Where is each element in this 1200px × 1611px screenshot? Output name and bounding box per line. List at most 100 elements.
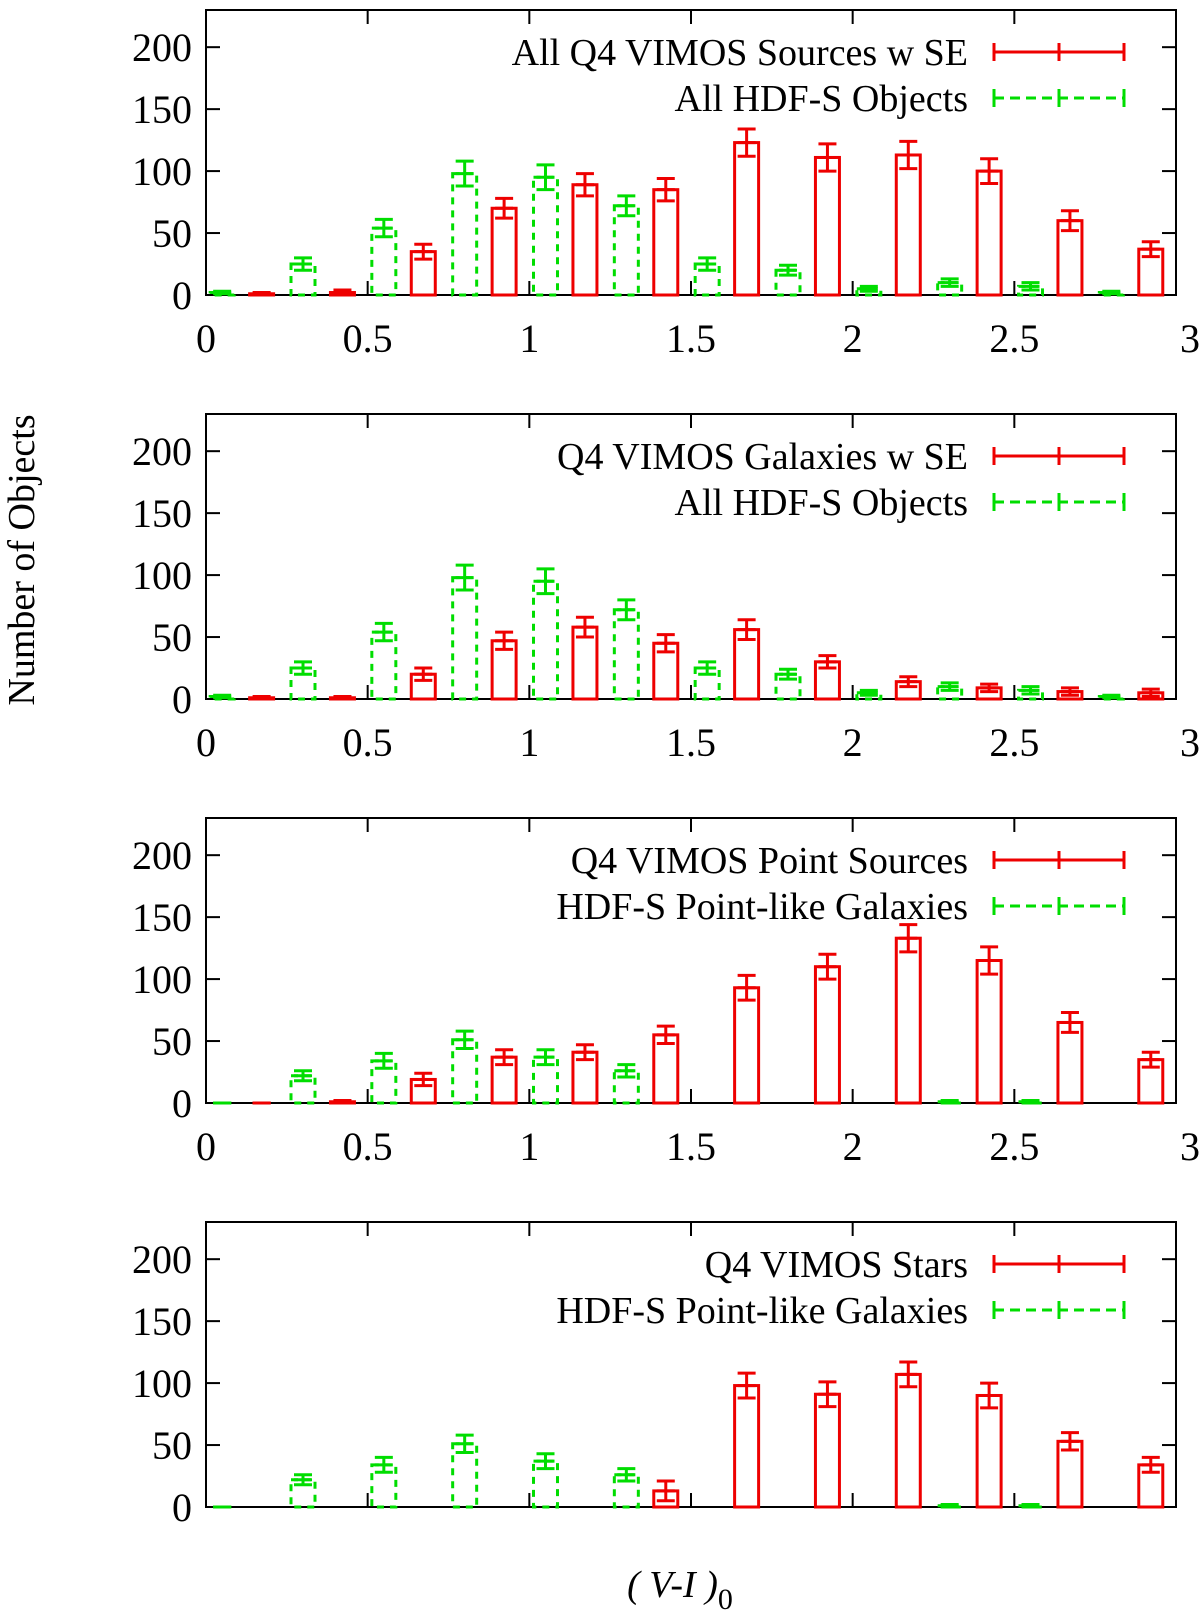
red-errorbar: [495, 630, 514, 651]
green-errorbar: [779, 667, 797, 681]
red-errorbar: [980, 1381, 999, 1410]
x-axis-label-main: ( V-I ): [627, 1564, 718, 1606]
green-errorbar: [455, 1029, 474, 1050]
legend-entry-label: All HDF-S Objects: [675, 482, 968, 524]
legend-entry-swatch: [992, 89, 1126, 107]
red-errorbar: [737, 973, 756, 1002]
red-bar: [894, 1372, 922, 1509]
legend-entry-swatch: [992, 493, 1126, 511]
red-bar: [975, 959, 1003, 1105]
legend-entry-label: Q4 VIMOS Point Sources: [571, 840, 968, 882]
green-bar: [693, 666, 721, 701]
legend-entry-swatch: [992, 43, 1126, 61]
legend-entry-swatch: [992, 447, 1126, 465]
x-tick-label: 0.5: [343, 1124, 393, 1169]
green-errorbar: [294, 256, 312, 272]
legend-entry-swatch: [992, 897, 1126, 915]
red-errorbar: [899, 139, 918, 171]
green-errorbar: [213, 289, 232, 296]
red-bar: [490, 206, 518, 297]
x-tick-label: 3: [1180, 720, 1200, 765]
green-errorbar: [455, 159, 474, 188]
green-errorbar: [455, 1433, 474, 1454]
red-errorbar: [737, 618, 756, 642]
red-errorbar: [1141, 240, 1160, 259]
green-bar: [370, 630, 398, 701]
green-bar: [208, 291, 236, 297]
green-errorbar: [940, 277, 959, 288]
red-errorbar: [818, 952, 837, 981]
x-tick-label: 2.5: [989, 720, 1039, 765]
green-bar: [451, 172, 479, 297]
green-bar: [936, 1100, 964, 1105]
green-errorbar: [940, 681, 959, 692]
green-errorbar: [617, 194, 636, 218]
x-tick-label: 1.5: [666, 720, 716, 765]
y-tick-label: 50: [152, 1423, 192, 1468]
x-tick-label: 0: [196, 720, 216, 765]
x-tick-label: 0: [196, 316, 216, 361]
y-tick-label: 200: [132, 429, 192, 474]
green-errorbar: [940, 1503, 959, 1509]
green-bar: [289, 262, 317, 297]
y-tick-label: 150: [132, 87, 192, 132]
red-errorbar: [575, 1043, 594, 1062]
legend-entry-swatch: [992, 1255, 1126, 1273]
red-errorbar: [656, 177, 675, 203]
y-tick-label: 150: [132, 491, 192, 536]
red-bar: [733, 986, 761, 1105]
red-errorbar: [899, 1360, 918, 1389]
green-errorbar: [698, 660, 717, 676]
red-bar: [1056, 1020, 1084, 1105]
legend-entry-label: Q4 VIMOS Stars: [705, 1244, 968, 1286]
y-tick-label: 50: [152, 211, 192, 256]
green-bar: [1017, 688, 1044, 701]
x-axis-label-subscript: 0: [718, 1583, 733, 1611]
x-tick-label: 2: [843, 1124, 863, 1169]
y-tick-label: 150: [132, 895, 192, 940]
y-tick-label: 50: [152, 1019, 192, 1064]
y-tick-label: 100: [132, 149, 192, 194]
x-tick-label: 1.5: [666, 316, 716, 361]
red-bar: [733, 141, 761, 297]
red-bar: [571, 183, 599, 297]
green-bar: [208, 695, 236, 701]
red-errorbar: [737, 127, 756, 158]
red-bar: [652, 188, 680, 297]
green-bar: [1017, 1504, 1044, 1509]
red-errorbar: [414, 1071, 433, 1088]
legend-entry-swatch: [992, 851, 1126, 869]
green-bar: [451, 576, 479, 701]
red-errorbar: [333, 288, 352, 297]
chart-panel-2: 0 50 100 150 200 0 0.5 1 1.5 2 2.5 3 Q4 VIMOS Galaxi…: [132, 413, 1200, 765]
green-errorbar: [374, 621, 393, 643]
red-errorbar: [1060, 686, 1079, 697]
legend-entry-label: HDF-S Point-like Galaxies: [556, 886, 968, 928]
red-bar: [733, 1384, 761, 1509]
green-errorbar: [1102, 289, 1121, 296]
green-errorbar: [1021, 1099, 1040, 1105]
red-bar: [652, 1033, 680, 1105]
green-bar: [612, 608, 640, 701]
x-tick-label: 0.5: [343, 316, 393, 361]
y-tick-label: 100: [132, 553, 192, 598]
y-tick-label: 0: [172, 677, 192, 722]
green-errorbar: [698, 256, 717, 272]
red-errorbar: [980, 945, 999, 976]
x-tick-label: 2: [843, 720, 863, 765]
x-tick-label: 3: [1180, 316, 1200, 361]
green-errorbar: [859, 284, 878, 293]
y-tick-label: 50: [152, 615, 192, 660]
green-bar: [612, 204, 640, 297]
red-errorbar: [1141, 687, 1160, 699]
y-tick-label: 200: [132, 833, 192, 878]
red-errorbar: [899, 675, 918, 689]
red-errorbar: [980, 682, 999, 694]
green-bar: [612, 1069, 640, 1105]
red-errorbar: [495, 1048, 514, 1067]
red-errorbar: [333, 1099, 352, 1105]
red-bar: [813, 965, 841, 1105]
red-errorbar: [818, 654, 837, 670]
